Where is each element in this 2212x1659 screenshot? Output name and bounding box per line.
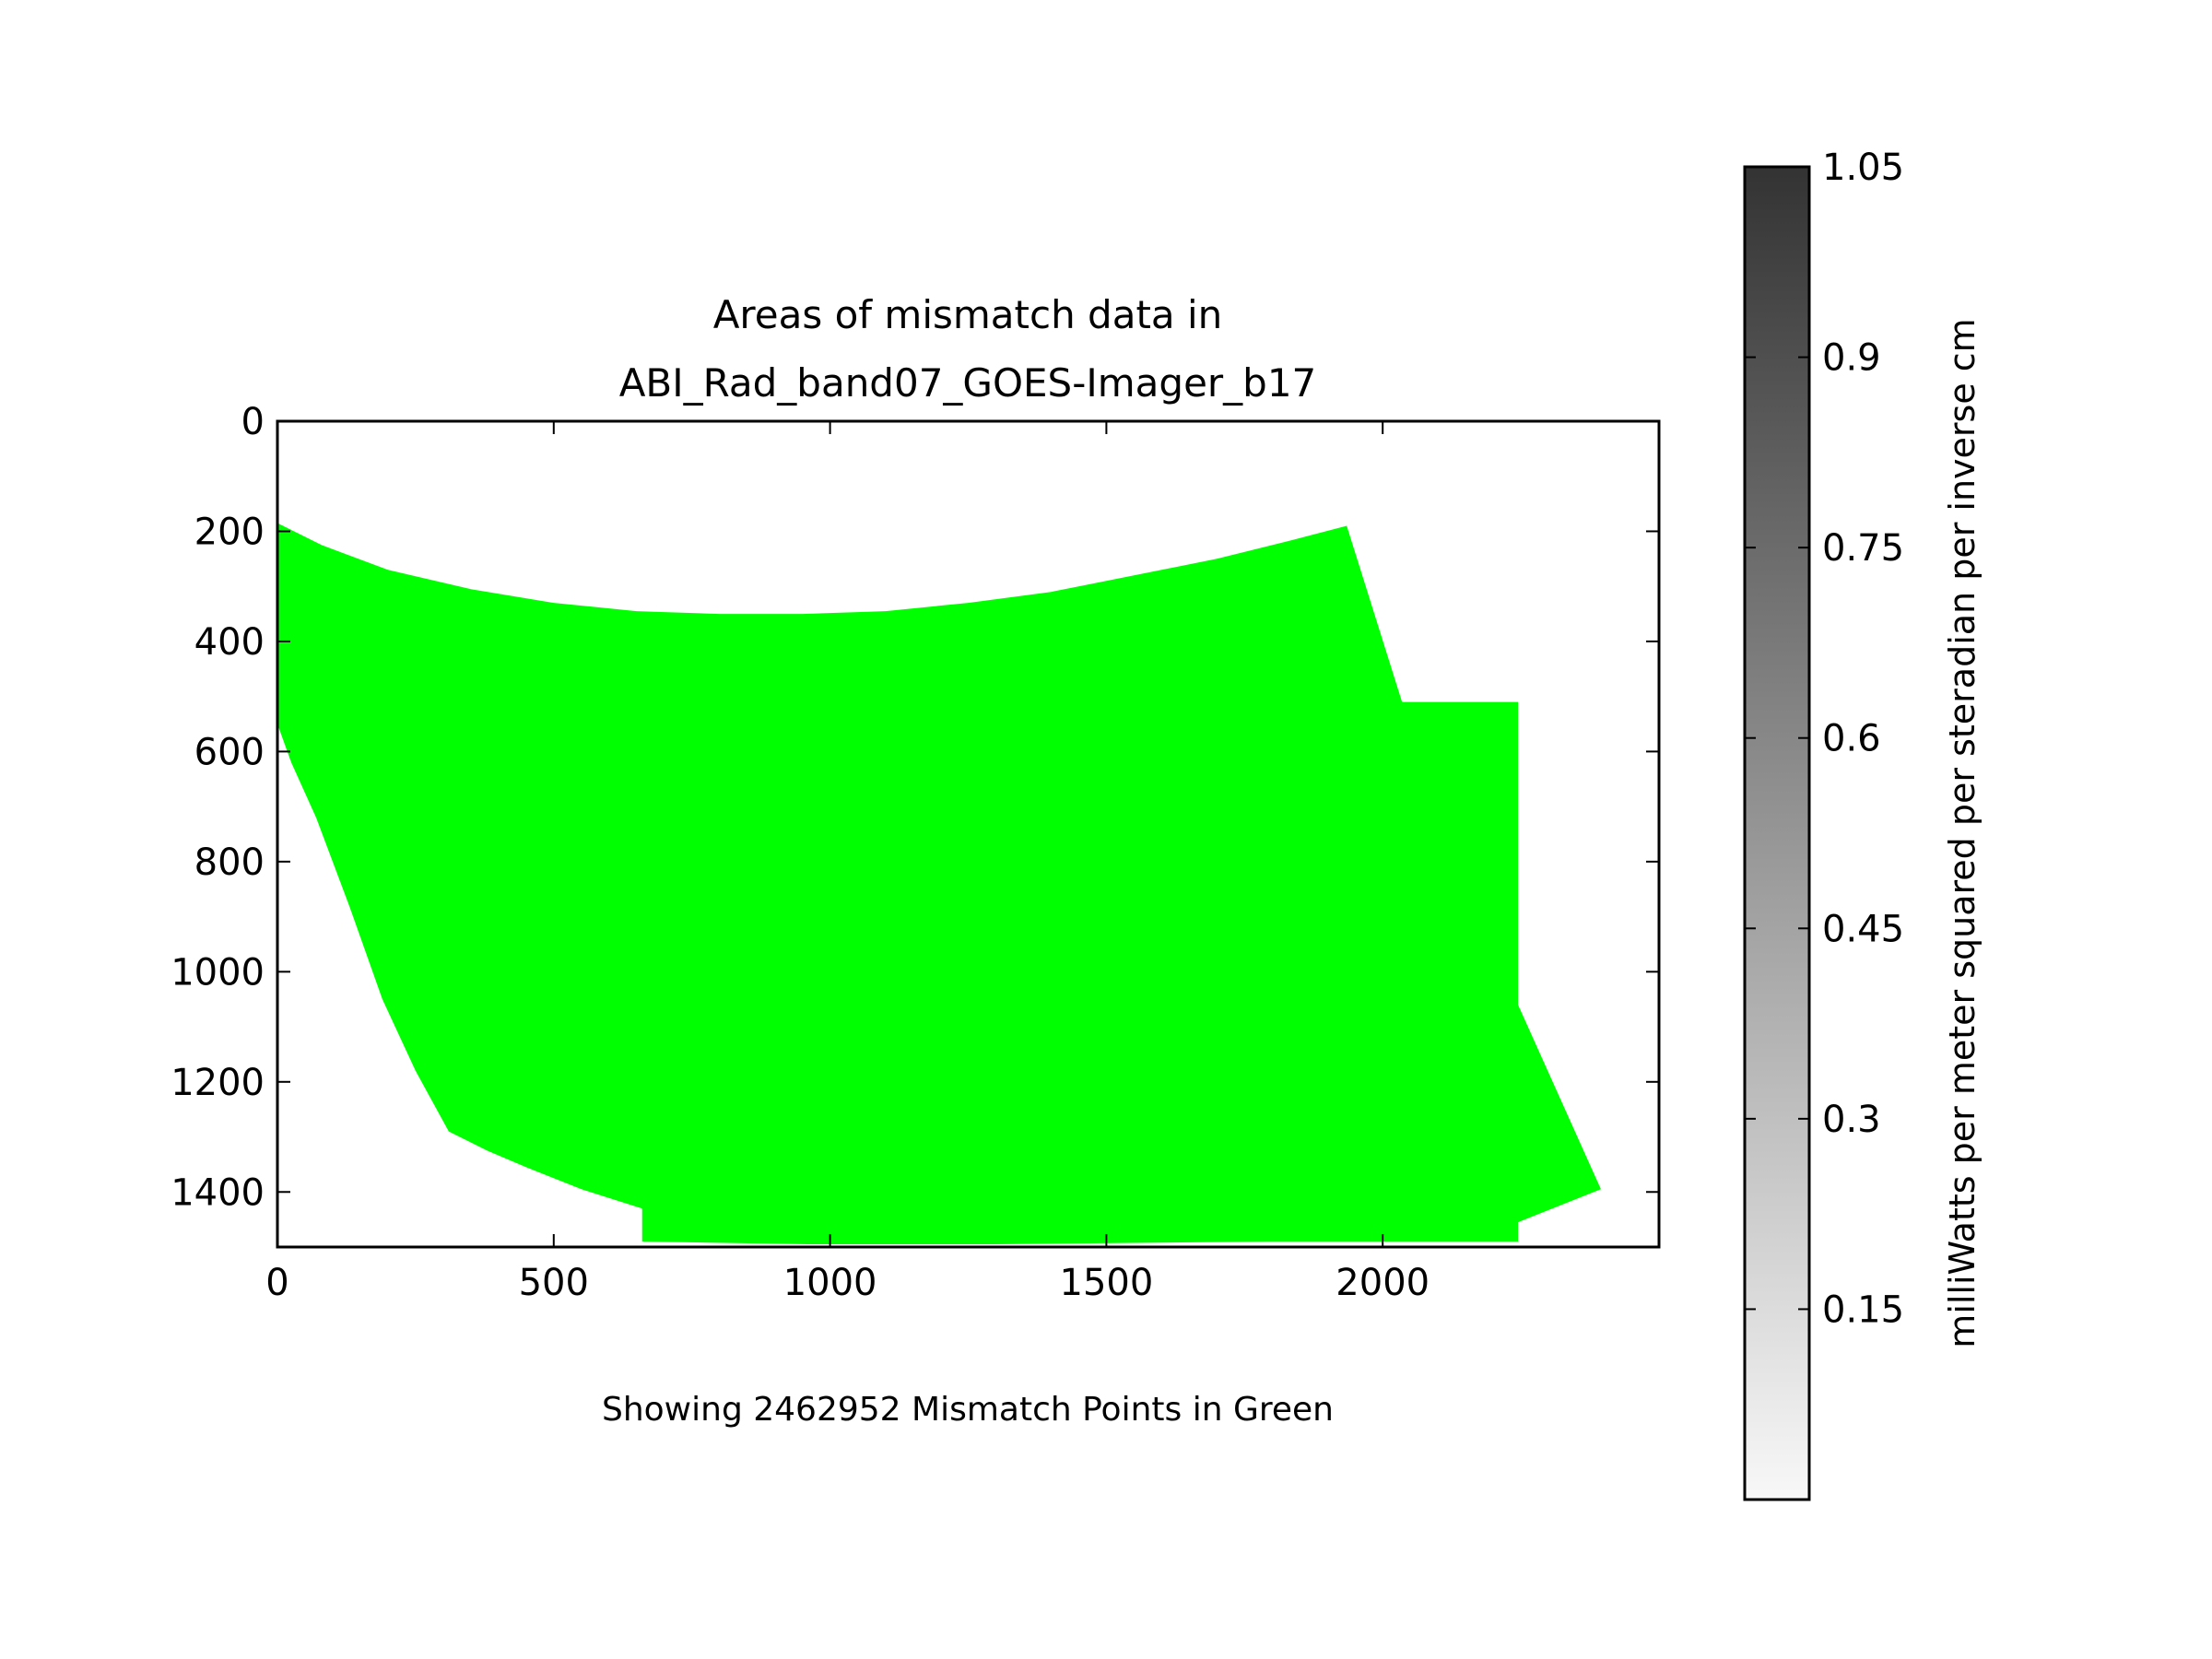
y-tick-label: 1200 — [171, 1062, 265, 1104]
chart-title-line-1: Areas of mismatch data in — [713, 292, 1223, 337]
colorbar-fill — [1745, 167, 1809, 1500]
x-tick-label: 0 — [265, 1262, 288, 1304]
mismatch-region — [277, 523, 1601, 1244]
x-tick-label: 1500 — [1060, 1262, 1154, 1304]
x-tick-label: 2000 — [1335, 1262, 1430, 1304]
y-tick-label: 400 — [194, 621, 265, 664]
y-tick-label: 0 — [241, 401, 265, 443]
colorbar-tick-label: 0.9 — [1822, 337, 1881, 380]
y-tick-label: 200 — [194, 511, 265, 553]
colorbar-tick-label: 0.15 — [1822, 1288, 1904, 1331]
colorbar-frame — [1743, 165, 1811, 1501]
x-axis: 0 500 1000 1500 2000 — [265, 421, 1430, 1304]
chart-title-line-2: ABI_Rad_band07_GOES-Imager_b17 — [619, 360, 1317, 406]
colorbar-tick-label: 0.75 — [1822, 527, 1904, 570]
y-axis: 0 200 400 600 800 1000 1200 1400 — [171, 401, 1659, 1214]
x-tick-label: 500 — [519, 1262, 589, 1304]
colorbar-label: milliWatts per meter squared per steradi… — [1942, 318, 1983, 1347]
colorbar-tick-label: 0.3 — [1822, 1099, 1881, 1141]
x-tick-label: 1000 — [783, 1262, 877, 1304]
y-tick-label: 1000 — [171, 951, 265, 994]
y-tick-label: 1400 — [171, 1171, 265, 1214]
colorbar-tick-label: 0.6 — [1822, 718, 1881, 760]
colorbar-tick-label: 0.45 — [1822, 908, 1904, 950]
plot-area: 0 500 1000 1500 2000 0 200 400 600 800 1000 1200 14… — [171, 401, 1661, 1304]
colorbar-ticks: 0.15 0.3 0.45 0.6 0.75 0.9 1.05 — [1745, 147, 1904, 1331]
colorbar-tick-label: 1.05 — [1822, 147, 1904, 189]
colorbar: 0.15 0.3 0.45 0.6 0.75 0.9 1.05 milliWatts per… — [1743, 147, 1983, 1501]
y-tick-label: 800 — [194, 841, 265, 884]
y-tick-label: 600 — [194, 731, 265, 773]
plot-frame — [276, 419, 1661, 1249]
x-axis-label: Showing 2462952 Mismatch Points in Green — [602, 1391, 1334, 1429]
